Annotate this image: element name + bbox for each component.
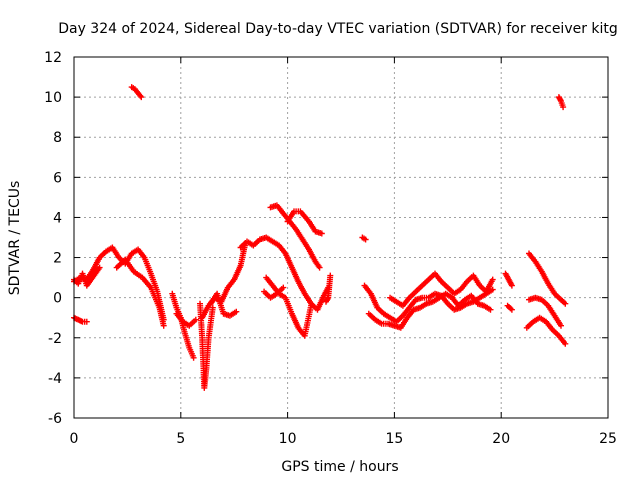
data-segment bbox=[113, 256, 167, 329]
data-point bbox=[323, 272, 334, 305]
x-tick-label: 5 bbox=[176, 431, 185, 447]
data-point bbox=[197, 300, 216, 391]
y-tick-label: 4 bbox=[53, 210, 62, 226]
data-point bbox=[173, 310, 199, 329]
data-segment bbox=[197, 300, 216, 391]
x-axis-label: GPS time / hours bbox=[281, 459, 398, 475]
data-marks bbox=[71, 84, 569, 391]
data-segment bbox=[207, 290, 240, 319]
data-segment bbox=[361, 282, 496, 325]
data-segment bbox=[365, 290, 494, 331]
data-segment bbox=[169, 290, 197, 361]
axis-ticks: -6 -4 -2 0 2 4 6 8 10 12 0 5 10 15 20 25 bbox=[44, 50, 617, 447]
x-tick-label: 15 bbox=[385, 431, 403, 447]
data-segment bbox=[261, 284, 287, 301]
data-segment bbox=[387, 270, 496, 309]
y-tick-label: 8 bbox=[53, 130, 62, 146]
data-point bbox=[207, 290, 240, 319]
x-tick-label: 10 bbox=[279, 431, 297, 447]
data-point bbox=[555, 94, 567, 111]
data-segment bbox=[173, 310, 199, 329]
data-point bbox=[502, 270, 515, 289]
y-tick-label: 2 bbox=[53, 251, 62, 267]
y-axis-label: SDTVAR / TECUs bbox=[7, 181, 23, 296]
x-tick-label: 0 bbox=[70, 431, 79, 447]
data-point bbox=[113, 256, 167, 329]
x-tick-label: 20 bbox=[492, 431, 510, 447]
y-tick-label: 10 bbox=[44, 90, 62, 106]
data-segment bbox=[523, 314, 569, 347]
data-point bbox=[523, 314, 569, 347]
data-segment bbox=[526, 250, 569, 307]
y-tick-label: -6 bbox=[48, 411, 62, 427]
data-point bbox=[284, 208, 325, 237]
y-tick-label: 12 bbox=[44, 50, 62, 66]
y-tick-label: -4 bbox=[48, 371, 62, 387]
y-tick-label: -2 bbox=[48, 331, 62, 347]
data-segment bbox=[504, 302, 515, 313]
data-segment bbox=[284, 208, 325, 237]
chart-title: Day 324 of 2024, Sidereal Day-to-day VTE… bbox=[58, 21, 618, 37]
data-point bbox=[128, 84, 145, 101]
data-point bbox=[387, 270, 496, 309]
data-segment bbox=[263, 274, 315, 339]
data-point bbox=[261, 284, 287, 301]
data-point bbox=[359, 234, 369, 243]
x-tick-label: 25 bbox=[599, 431, 617, 447]
data-segment bbox=[359, 234, 369, 243]
data-point bbox=[237, 234, 332, 313]
grid-lines bbox=[74, 57, 608, 418]
data-segment bbox=[323, 272, 334, 305]
data-point bbox=[263, 274, 315, 339]
data-segment bbox=[526, 294, 564, 329]
data-point bbox=[361, 282, 496, 325]
plot-frame bbox=[73, 56, 609, 419]
data-segment bbox=[128, 84, 145, 101]
data-point bbox=[526, 250, 569, 307]
data-point bbox=[169, 290, 197, 361]
data-segment bbox=[555, 94, 567, 111]
y-tick-label: 6 bbox=[53, 170, 62, 186]
data-point bbox=[365, 290, 494, 331]
data-segment bbox=[502, 270, 515, 289]
data-segment bbox=[237, 234, 332, 313]
data-point bbox=[504, 302, 515, 313]
data-point bbox=[526, 294, 564, 329]
y-tick-label: 0 bbox=[53, 291, 62, 307]
